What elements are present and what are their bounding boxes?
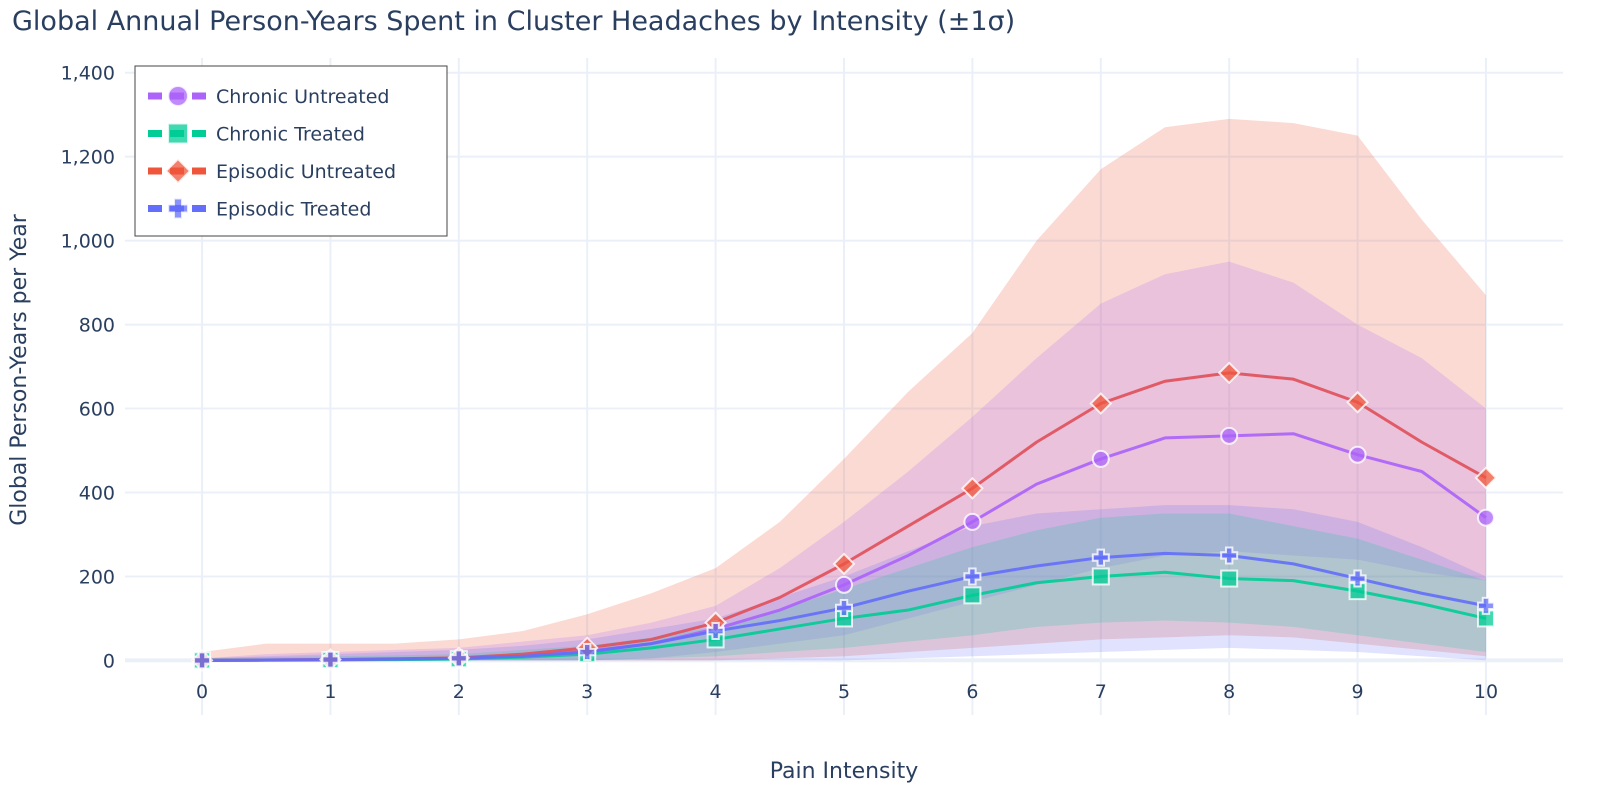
axis-ticks: 0 1 2 3 4 5 6 7 8 9 10 0 200 400 600 800 1,000 1,200 1,400 bbox=[61, 63, 1498, 703]
x-tick-label: 1 bbox=[324, 681, 336, 703]
legend-item-episodic-untreated[interactable]: Episodic Untreated bbox=[148, 157, 396, 185]
marker-chronic-untreated bbox=[1476, 508, 1495, 527]
circle-icon bbox=[167, 85, 189, 107]
y-tick-label: 600 bbox=[79, 399, 115, 421]
band-episodic-untreated bbox=[202, 118, 1486, 661]
legend[interactable]: Chronic Untreated Chronic Treated Episodic… bbox=[134, 65, 448, 237]
x-tick-label: 6 bbox=[966, 681, 978, 703]
diamond-icon bbox=[164, 157, 192, 185]
x-axis-label: Pain Intensity bbox=[770, 759, 919, 784]
band-chronic-untreated bbox=[202, 261, 1486, 661]
marker-chronic-treated bbox=[1220, 569, 1239, 588]
marker-chronic-untreated bbox=[835, 575, 853, 594]
marker-episodic-treated bbox=[578, 643, 597, 662]
square-icon bbox=[167, 122, 189, 145]
marker-episodic-treated bbox=[1348, 569, 1367, 588]
marker-episodic-treated bbox=[193, 651, 212, 670]
y-tick-label: 1,000 bbox=[61, 231, 115, 253]
marker-episodic-untreated bbox=[1089, 392, 1113, 415]
x-tick-label: 10 bbox=[1474, 681, 1498, 703]
marker-chronic-untreated bbox=[1091, 449, 1110, 468]
marker-chronic-treated bbox=[1091, 567, 1110, 586]
x-tick-label: 5 bbox=[838, 681, 850, 703]
marker-chronic-treated bbox=[963, 586, 982, 605]
marker-episodic-untreated bbox=[1474, 466, 1498, 490]
y-axis-label: Global Person-Years per Year bbox=[7, 213, 32, 526]
marker-episodic-treated bbox=[706, 622, 725, 641]
legend-item-chronic-untreated[interactable]: Chronic Untreated bbox=[148, 85, 389, 108]
y-tick-label: 400 bbox=[79, 483, 115, 505]
band-chronic-treated bbox=[202, 513, 1486, 661]
x-tick-label: 4 bbox=[710, 681, 722, 703]
marker-episodic-untreated bbox=[832, 552, 856, 576]
y-tick-label: 1,400 bbox=[61, 63, 115, 85]
x-tick-label: 7 bbox=[1095, 681, 1107, 703]
marker-episodic-treated bbox=[835, 598, 853, 617]
legend-label: Episodic Treated bbox=[216, 199, 371, 221]
marker-episodic-untreated bbox=[1346, 390, 1369, 414]
x-tick-label: 9 bbox=[1352, 681, 1364, 703]
marker-episodic-treated bbox=[963, 567, 982, 586]
marker-chronic-untreated bbox=[963, 512, 982, 531]
legend-label: Chronic Untreated bbox=[216, 86, 389, 108]
x-tick-label: 8 bbox=[1223, 681, 1235, 703]
marker-chronic-untreated bbox=[1220, 426, 1239, 445]
legend-label: Chronic Treated bbox=[216, 124, 365, 146]
series-markers bbox=[190, 361, 1498, 672]
marker-episodic-untreated bbox=[1217, 361, 1241, 385]
y-tick-label: 0 bbox=[103, 650, 115, 672]
chart-title: Global Annual Person-Years Spent in Clus… bbox=[12, 6, 1015, 37]
x-tick-label: 3 bbox=[581, 681, 593, 703]
x-tick-label: 0 bbox=[196, 681, 208, 703]
legend-item-episodic-treated[interactable]: Episodic Treated bbox=[148, 197, 371, 221]
marker-episodic-treated bbox=[1220, 546, 1239, 565]
legend-label: Episodic Untreated bbox=[216, 161, 396, 183]
marker-episodic-treated bbox=[1476, 596, 1495, 615]
marker-episodic-treated bbox=[1091, 548, 1110, 567]
marker-episodic-untreated bbox=[960, 476, 984, 500]
x-tick-label: 2 bbox=[453, 681, 465, 703]
y-tick-label: 800 bbox=[79, 315, 115, 337]
marker-episodic-treated bbox=[321, 650, 340, 669]
marker-chronic-untreated bbox=[1348, 445, 1367, 464]
y-tick-label: 1,200 bbox=[61, 147, 115, 169]
y-tick-label: 200 bbox=[79, 566, 115, 588]
legend-item-chronic-treated[interactable]: Chronic Treated bbox=[148, 122, 365, 146]
cross-icon bbox=[167, 197, 189, 220]
marker-episodic-treated bbox=[449, 649, 468, 668]
